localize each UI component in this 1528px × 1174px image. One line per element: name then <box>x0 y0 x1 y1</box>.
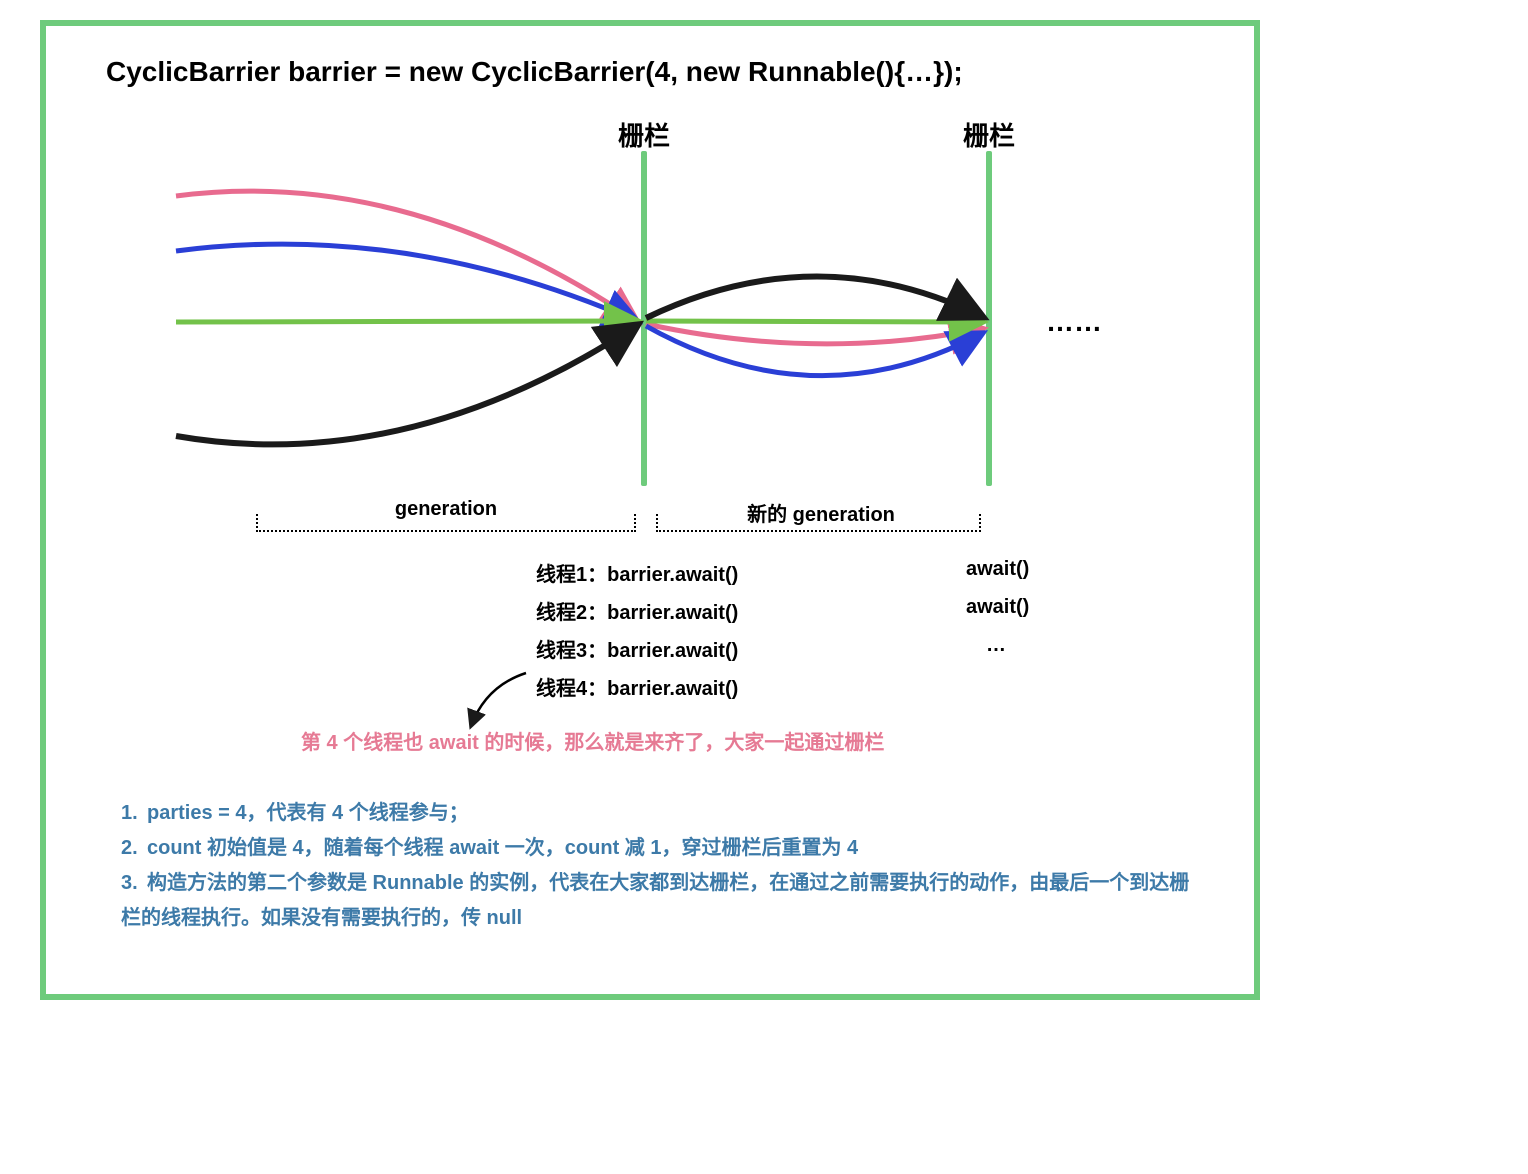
thread-curve-green-1 <box>176 321 636 322</box>
thread1-await: 线程1：barrier.await() <box>536 558 738 587</box>
blue-notes-list: 1.parties = 4，代表有 4 个线程参与； 2.count 初始值是 … <box>121 796 1201 936</box>
pink-explanation-note: 第 4 个线程也 await 的时候，那么就是来齐了，大家一起通过栅栏 <box>301 726 884 755</box>
blue-note-1-text: parties = 4，代表有 4 个线程参与； <box>147 802 469 824</box>
thread-curve-black-2 <box>646 276 981 318</box>
generation-label-2: 新的 generation <box>716 498 926 527</box>
thread-curve-green-2 <box>646 321 981 322</box>
blue-note-2: 2.count 初始值是 4，随着每个线程 await 一次，count 减 1… <box>121 831 1201 866</box>
diagram-frame: CyclicBarrier barrier = new CyclicBarrie… <box>40 20 1260 1000</box>
await-call-1: await() <box>966 558 1029 581</box>
await-call-2: await() <box>966 596 1029 619</box>
thread-curve-pink-1 <box>176 191 636 321</box>
note-pointer-arrow <box>471 673 526 726</box>
thread-curve-black-1 <box>176 326 636 444</box>
blue-note-2-text: count 初始值是 4，随着每个线程 await 一次，count 减 1，穿… <box>147 837 858 859</box>
blue-note-3-text: 构造方法的第二个参数是 Runnable 的实例，代表在大家都到达栅栏，在通过之… <box>121 872 1189 929</box>
thread3-await: 线程3：barrier.await() <box>536 634 738 663</box>
await-call-ellipsis: … <box>986 634 1006 657</box>
thread2-await: 线程2：barrier.await() <box>536 596 738 625</box>
thread-curve-pink-2 <box>646 324 981 344</box>
thread-curve-blue-1 <box>176 244 636 321</box>
blue-note-1: 1.parties = 4，代表有 4 个线程参与； <box>121 796 1201 831</box>
generation-label-1: generation <box>346 498 546 521</box>
thread4-await: 线程4：barrier.await() <box>536 672 738 701</box>
blue-note-3: 3.构造方法的第二个参数是 Runnable 的实例，代表在大家都到达栅栏，在通… <box>121 866 1201 936</box>
